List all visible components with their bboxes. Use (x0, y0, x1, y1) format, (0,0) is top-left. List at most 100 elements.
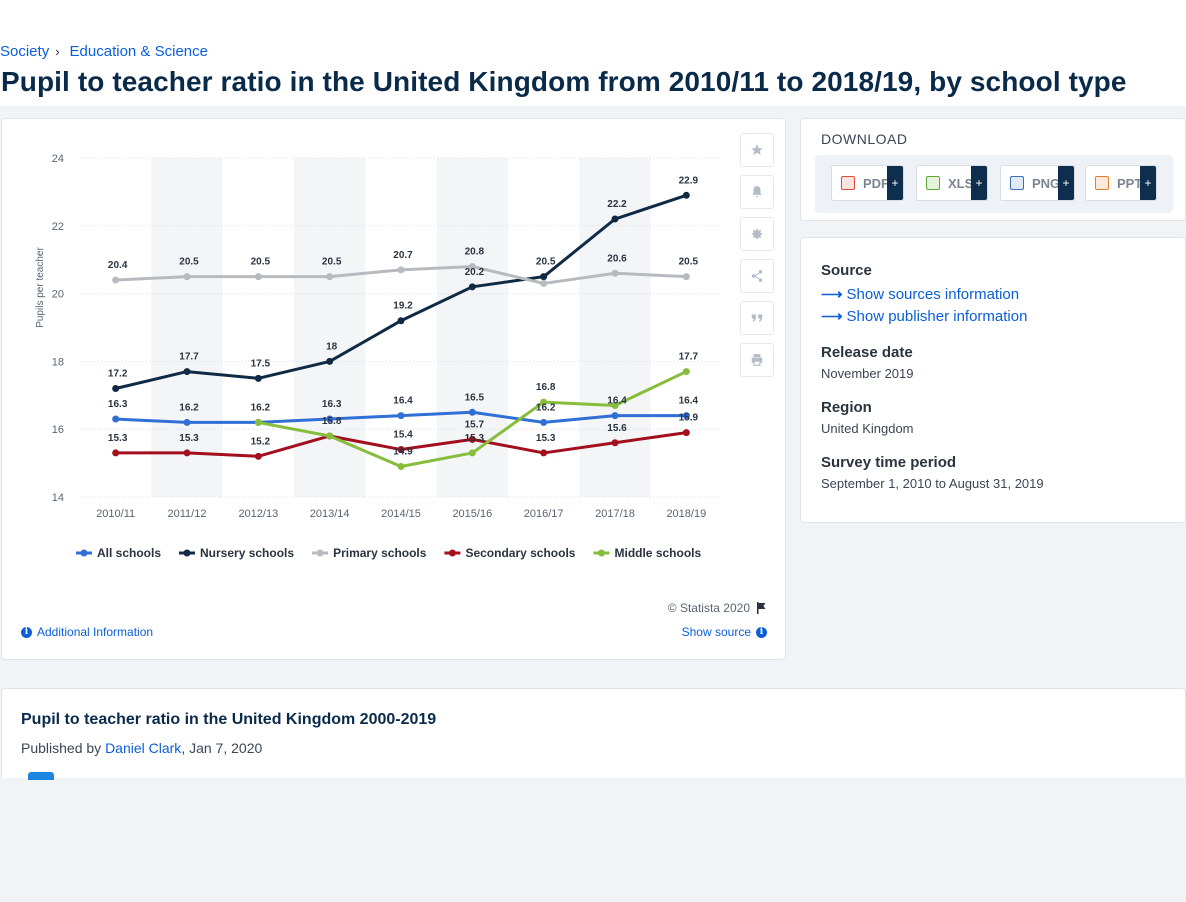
pdf-file-icon (841, 176, 855, 190)
data-point (611, 412, 619, 420)
data-point (468, 408, 476, 416)
show-source-link[interactable]: Show source i (682, 625, 767, 639)
data-point (540, 273, 548, 281)
data-label: 15.4 (393, 430, 413, 441)
settings-button[interactable] (740, 217, 774, 251)
source-heading: Source (821, 262, 872, 279)
data-label: 20.5 (251, 257, 271, 268)
data-point (540, 418, 548, 426)
download-png-button[interactable]: PNG + (1000, 165, 1075, 201)
data-point (397, 462, 405, 470)
download-ppt-plus[interactable]: + (1140, 166, 1156, 200)
data-label: 15.7 (465, 419, 485, 430)
y-tick-label: 20 (52, 289, 64, 301)
data-point (183, 368, 191, 376)
author-link[interactable]: Daniel Clark (105, 740, 182, 756)
notification-button[interactable] (740, 175, 774, 209)
data-label: 16.5 (465, 392, 485, 403)
xls-file-icon (926, 176, 940, 190)
page-title: Pupil to teacher ratio in the United Kin… (1, 66, 1127, 97)
data-point (682, 191, 690, 199)
data-point (682, 412, 690, 420)
data-label: 20.5 (179, 257, 199, 268)
data-label: 18 (326, 341, 338, 352)
additional-information-link[interactable]: i Additional Information (21, 625, 153, 639)
data-point (611, 401, 619, 409)
ppt-file-icon (1095, 176, 1109, 190)
download-pdf-plus[interactable]: + (887, 166, 903, 200)
data-label: 20.7 (393, 250, 413, 261)
show-publisher-link[interactable]: ⟶ Show publisher information (821, 307, 1027, 326)
x-tick-label: 2013/14 (310, 508, 350, 520)
data-point (254, 374, 262, 382)
y-axis-label: Pupils per teacher (35, 247, 46, 328)
bell-icon (752, 186, 762, 198)
cite-button[interactable] (740, 301, 774, 335)
print-button[interactable] (740, 343, 774, 377)
data-label: 16.3 (322, 399, 342, 410)
x-tick-label: 2014/15 (381, 508, 421, 520)
survey-period-value: September 1, 2010 to August 31, 2019 (821, 476, 1044, 491)
download-png-plus[interactable]: + (1058, 166, 1074, 200)
data-point (326, 415, 334, 423)
data-point (326, 273, 334, 281)
download-png-label: PNG (1032, 175, 1061, 191)
download-card: DOWNLOAD PDF + XLS + PNG + PPT + (800, 118, 1186, 221)
scroll-tab[interactable] (28, 772, 54, 780)
share-button[interactable] (740, 259, 774, 293)
release-date-value: November 2019 (821, 366, 914, 381)
data-point (254, 418, 262, 426)
published-by-prefix: Published by (21, 740, 102, 756)
data-label: 15.2 (251, 436, 271, 447)
arrow-right-icon: ⟶ (821, 286, 843, 303)
legend-label: Primary schools (333, 546, 427, 560)
png-file-icon (1010, 176, 1024, 190)
data-label: 20.5 (679, 257, 699, 268)
data-point (112, 449, 120, 457)
related-statistic-card: Pupil to teacher ratio in the United Kin… (1, 688, 1186, 778)
data-point (540, 449, 548, 457)
data-point (397, 266, 405, 274)
data-label: 15.3 (536, 433, 556, 444)
data-point (682, 429, 690, 437)
y-tick-label: 24 (52, 153, 64, 165)
column-band (151, 158, 223, 497)
x-tick-label: 2010/11 (96, 508, 135, 520)
breadcrumb-education-science[interactable]: Education & Science (69, 43, 208, 60)
copyright-notice: © Statista 2020 (668, 601, 767, 615)
download-xls-plus[interactable]: + (971, 166, 987, 200)
breadcrumb: Society › Education & Science (0, 43, 208, 60)
data-label: 19.2 (393, 301, 413, 312)
data-point (468, 449, 476, 457)
breadcrumb-society[interactable]: Society (0, 43, 50, 60)
copyright-text: © Statista 2020 (667, 601, 750, 615)
download-pdf-button[interactable]: PDF + (831, 165, 904, 201)
legend-marker (448, 549, 456, 557)
star-icon (751, 144, 763, 156)
additional-information-label: Additional Information (37, 625, 154, 639)
data-label: 15.3 (465, 433, 485, 444)
data-point (682, 368, 690, 376)
show-sources-link[interactable]: ⟶ Show sources information (821, 285, 1027, 304)
data-label: 16.4 (607, 396, 627, 407)
show-source-label: Show source (681, 625, 751, 639)
related-statistic-title[interactable]: Pupil to teacher ratio in the United Kin… (21, 711, 437, 728)
arrow-right-icon: ⟶ (821, 308, 843, 325)
data-label: 16.2 (251, 402, 271, 413)
data-label: 16.4 (393, 396, 413, 407)
x-tick-label: 2015/16 (452, 508, 492, 520)
download-ppt-button[interactable]: PPT + (1085, 165, 1157, 201)
release-date-heading: Release date (821, 344, 913, 361)
download-xls-label: XLS (948, 175, 974, 191)
data-point (611, 269, 619, 277)
favorite-button[interactable] (740, 133, 774, 167)
quote-icon (751, 314, 763, 322)
statistic-details-card: Source ⟶ Show sources information ⟶ Show… (800, 237, 1186, 523)
survey-period-section: Survey time period September 1, 2010 to … (821, 454, 1044, 491)
flag-icon[interactable] (756, 602, 767, 614)
y-tick-label: 22 (52, 221, 64, 233)
data-label: 20.2 (465, 267, 485, 278)
download-xls-button[interactable]: XLS + (916, 165, 988, 201)
legend-marker (80, 549, 88, 557)
region-heading: Region (821, 399, 872, 416)
